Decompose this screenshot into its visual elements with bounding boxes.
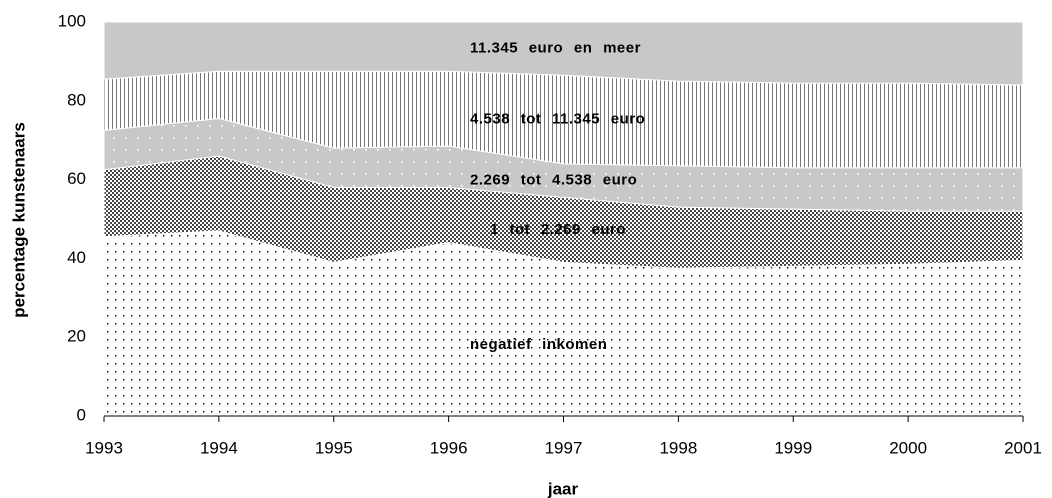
y-tick-label: 80 bbox=[67, 90, 86, 109]
series-label: 2.269 tot 4.538 euro bbox=[470, 172, 637, 189]
y-tick-label: 0 bbox=[77, 405, 86, 424]
y-tick-label: 60 bbox=[67, 169, 86, 188]
x-axis-title: jaar bbox=[547, 479, 579, 498]
x-tick-label: 1994 bbox=[200, 438, 238, 457]
y-tick-label: 20 bbox=[67, 327, 86, 346]
series-label: 4.538 tot 11.345 euro bbox=[470, 110, 645, 127]
areas bbox=[103, 21, 1024, 417]
x-tick-label: 1999 bbox=[774, 438, 812, 457]
x-tick-label: 1993 bbox=[85, 438, 123, 457]
series-label: 11.345 euro en meer bbox=[470, 40, 641, 57]
y-tick-label: 40 bbox=[67, 248, 86, 267]
area bbox=[103, 21, 1024, 86]
x-tick-label: 1996 bbox=[430, 438, 468, 457]
x-tick-label: 2001 bbox=[1004, 438, 1042, 457]
x-tick-label: 1995 bbox=[315, 438, 353, 457]
series-labels: negatief inkomen 1 tot 2.269 euro 2.269 to… bbox=[470, 40, 645, 353]
x-tick-label: 1998 bbox=[659, 438, 697, 457]
y-axis-title: percentage kunstenaars bbox=[9, 122, 28, 318]
series-label: 1 tot 2.269 euro bbox=[490, 221, 626, 238]
x-tick-label: 1997 bbox=[545, 438, 583, 457]
y-tick-label: 100 bbox=[58, 11, 86, 30]
series-label: negatief inkomen bbox=[470, 336, 607, 353]
x-tick-label: 2000 bbox=[889, 438, 927, 457]
